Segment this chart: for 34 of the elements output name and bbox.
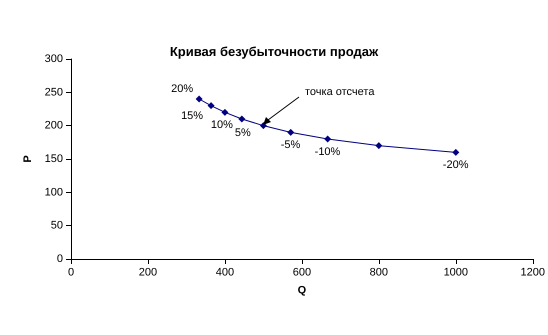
x-tick-label: 400 [216,266,234,278]
annotation: -20% [442,159,468,172]
y-tick-label: 0 [56,253,63,265]
x-tick-label: 200 [138,266,158,278]
annotation: 15% [181,110,204,122]
y-tick-label: 200 [44,120,63,132]
y-tick-label: 300 [44,53,63,65]
annotation: -5% [280,139,300,152]
chart-title: Кривая безубыточности продаж [170,44,379,59]
point [238,116,246,122]
point [208,102,215,110]
x-tick-label: 600 [292,266,312,278]
x-axis-title: Q [298,284,307,296]
point [324,136,332,142]
annotation: 20% [171,83,194,95]
point [260,122,267,130]
point [196,96,203,102]
x-tick-label: 0 [68,266,74,278]
y-tick-label: 250 [44,86,63,98]
y-tick-label: 150 [44,153,63,165]
point [287,128,294,136]
y-axis-title: P [22,155,34,163]
y-tick-label: 100 [44,186,63,198]
x-tick-label: 800 [370,266,388,278]
annotation: точка отсчета [305,86,374,98]
point [375,142,382,150]
point [452,148,460,156]
annotation: 5% [234,127,251,139]
annotation: 10% [210,119,233,132]
x-tick-label: 1000 [444,266,468,278]
x-tick-label: 1200 [520,266,546,278]
y-tick-label: 50 [50,220,63,232]
annotation: -10% [314,146,340,158]
point [221,108,228,116]
